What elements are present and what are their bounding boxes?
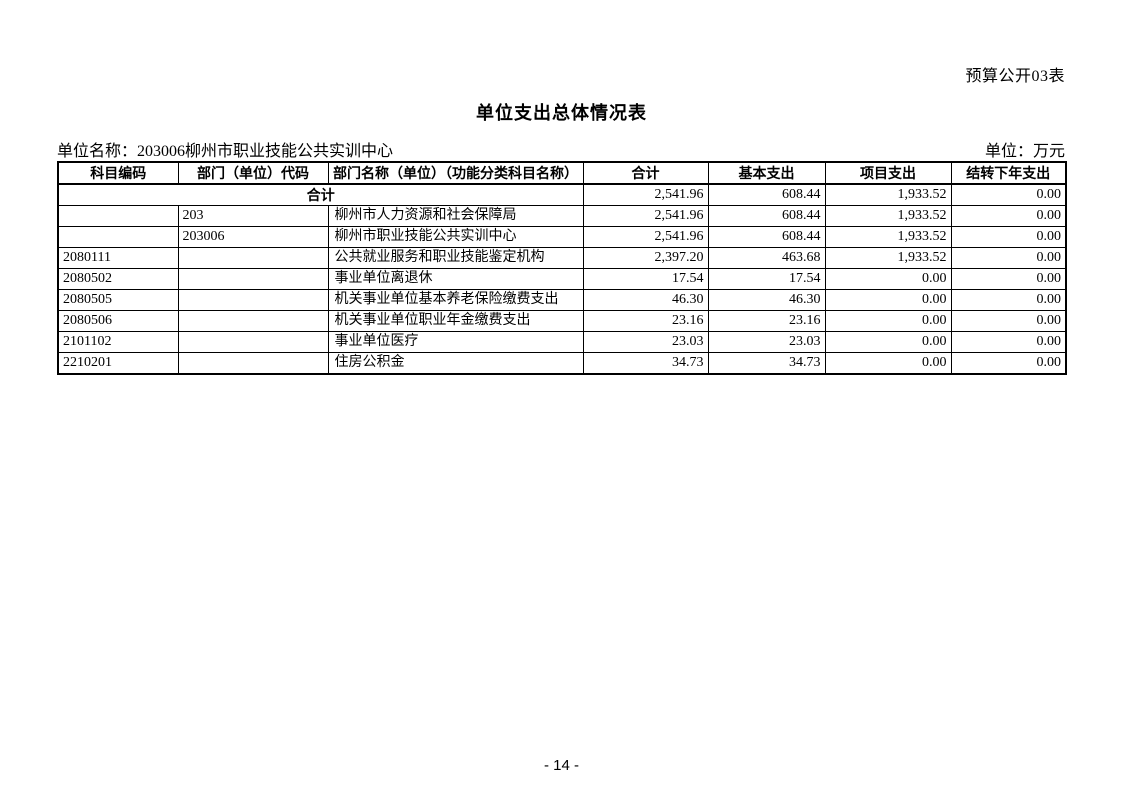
- cell-subject-code: 2080506: [57, 310, 179, 332]
- cell-dept-code: [177, 352, 329, 375]
- cell-dept-code: [177, 331, 329, 353]
- cell-dept-code: [177, 268, 329, 290]
- cell-total: 46.30: [582, 289, 709, 311]
- table-row: 2080506 机关事业单位职业年金缴费支出 23.16 23.16 0.00 0.00: [57, 310, 1067, 332]
- cell-dept-name: 柳州市职业技能公共实训中心: [327, 226, 584, 248]
- cell-project-expenditure: 0.00: [824, 268, 952, 290]
- table-row: 2080111 公共就业服务和职业技能鉴定机构 2,397.20 463.68 1,93…: [57, 247, 1067, 269]
- cell-project-expenditure: 1,933.52: [824, 205, 952, 227]
- table-header-row: 科目编码 部门（单位）代码 部门名称（单位）（功能分类科目名称） 合计 基本支出…: [57, 161, 1067, 185]
- cell-dept-name: 柳州市人力资源和社会保障局: [327, 205, 584, 227]
- cell-dept-code: 203: [177, 205, 329, 227]
- cell-project-expenditure: 1,933.52: [824, 247, 952, 269]
- table-row: 2080502 事业单位离退休 17.54 17.54 0.00 0.00: [57, 268, 1067, 290]
- cell-total: 23.16: [582, 310, 709, 332]
- cell-total: 17.54: [582, 268, 709, 290]
- col-header-project-expenditure: 项目支出: [824, 161, 952, 185]
- cell-total: 23.03: [582, 331, 709, 353]
- table-total-row: 合计 2,541.96 608.44 1,933.52 0.00: [57, 183, 1067, 206]
- cell-basic-expenditure: 23.03: [707, 331, 826, 353]
- cell-subject-code: 2210201: [57, 352, 179, 375]
- col-header-dept-code: 部门（单位）代码: [177, 161, 329, 185]
- total-row-basic: 608.44: [707, 183, 826, 206]
- total-row-total: 2,541.96: [582, 183, 709, 206]
- cell-carryover-expenditure: 0.00: [950, 289, 1067, 311]
- cell-dept-name: 事业单位医疗: [327, 331, 584, 353]
- total-row-label: 合计: [57, 183, 584, 206]
- cell-basic-expenditure: 46.30: [707, 289, 826, 311]
- table-row: 203 柳州市人力资源和社会保障局 2,541.96 608.44 1,933.52 0.…: [57, 205, 1067, 227]
- col-header-total: 合计: [582, 161, 709, 185]
- cell-subject-code: 2080111: [57, 247, 179, 269]
- cell-carryover-expenditure: 0.00: [950, 205, 1067, 227]
- table-row: 2101102 事业单位医疗 23.03 23.03 0.00 0.00: [57, 331, 1067, 353]
- cell-dept-code: [177, 289, 329, 311]
- cell-project-expenditure: 0.00: [824, 331, 952, 353]
- cell-basic-expenditure: 608.44: [707, 226, 826, 248]
- cell-project-expenditure: 0.00: [824, 352, 952, 375]
- cell-subject-code: [57, 226, 179, 248]
- cell-dept-name: 机关事业单位基本养老保险缴费支出: [327, 289, 584, 311]
- cell-subject-code: 2101102: [57, 331, 179, 353]
- cell-dept-code: [177, 310, 329, 332]
- cell-subject-code: 2080505: [57, 289, 179, 311]
- cell-carryover-expenditure: 0.00: [950, 247, 1067, 269]
- cell-project-expenditure: 1,933.52: [824, 226, 952, 248]
- cell-carryover-expenditure: 0.00: [950, 268, 1067, 290]
- cell-project-expenditure: 0.00: [824, 310, 952, 332]
- cell-total: 34.73: [582, 352, 709, 375]
- cell-dept-code: [177, 247, 329, 269]
- cell-total: 2,541.96: [582, 205, 709, 227]
- unit-name-label: 单位名称：203006柳州市职业技能公共实训中心: [57, 143, 394, 160]
- cell-total: 2,541.96: [582, 226, 709, 248]
- col-header-subject-code: 科目编码: [57, 161, 179, 185]
- col-header-dept-name: 部门名称（单位）（功能分类科目名称）: [327, 161, 584, 185]
- total-row-carryover: 0.00: [950, 183, 1067, 206]
- cell-carryover-expenditure: 0.00: [950, 226, 1067, 248]
- cell-subject-code: 2080502: [57, 268, 179, 290]
- cell-basic-expenditure: 23.16: [707, 310, 826, 332]
- table-row: 203006 柳州市职业技能公共实训中心 2,541.96 608.44 1,933.5…: [57, 226, 1067, 248]
- cell-basic-expenditure: 463.68: [707, 247, 826, 269]
- cell-carryover-expenditure: 0.00: [950, 331, 1067, 353]
- form-number-label: 预算公开03表: [965, 68, 1065, 85]
- unit-of-measure-label: 单位：万元: [984, 143, 1065, 160]
- expenditure-table: 科目编码 部门（单位）代码 部门名称（单位）（功能分类科目名称） 合计 基本支出…: [57, 161, 1067, 375]
- cell-dept-name: 住房公积金: [327, 352, 584, 375]
- cell-basic-expenditure: 608.44: [707, 205, 826, 227]
- cell-basic-expenditure: 17.54: [707, 268, 826, 290]
- cell-dept-name: 事业单位离退休: [327, 268, 584, 290]
- cell-basic-expenditure: 34.73: [707, 352, 826, 375]
- page-title: 单位支出总体情况表: [476, 103, 647, 123]
- table-meta-line: 单位名称：203006柳州市职业技能公共实训中心 单位：万元: [57, 137, 1065, 161]
- cell-dept-name: 公共就业服务和职业技能鉴定机构: [327, 247, 584, 269]
- table-row: 2210201 住房公积金 34.73 34.73 0.00 0.00: [57, 352, 1067, 375]
- cell-project-expenditure: 0.00: [824, 289, 952, 311]
- cell-dept-name: 机关事业单位职业年金缴费支出: [327, 310, 584, 332]
- cell-subject-code: [57, 205, 179, 227]
- cell-total: 2,397.20: [582, 247, 709, 269]
- cell-dept-code: 203006: [177, 226, 329, 248]
- total-row-project: 1,933.52: [824, 183, 952, 206]
- col-header-carryover-expenditure: 结转下年支出: [950, 161, 1067, 185]
- cell-carryover-expenditure: 0.00: [950, 310, 1067, 332]
- table-row: 2080505 机关事业单位基本养老保险缴费支出 46.30 46.30 0.00 0.0…: [57, 289, 1067, 311]
- page-number: - 14 -: [543, 757, 579, 774]
- cell-carryover-expenditure: 0.00: [950, 352, 1067, 375]
- col-header-basic-expenditure: 基本支出: [707, 161, 826, 185]
